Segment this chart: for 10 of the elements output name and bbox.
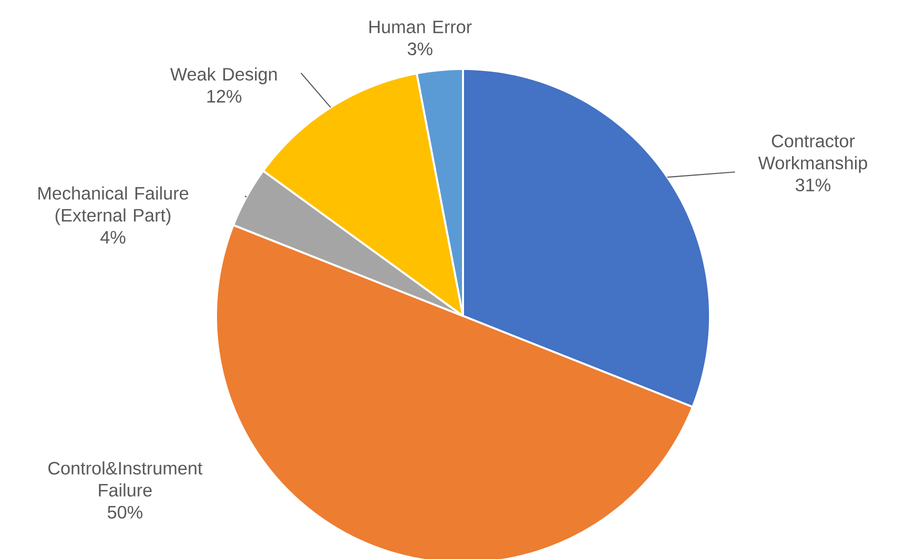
data-label: 12% — [207, 90, 242, 103]
slice-label: Contractor Workmanship — [758, 134, 868, 173]
data-label: 31% — [796, 178, 830, 192]
data-label: 3% — [408, 42, 432, 56]
slice-label: Human Error — [369, 20, 472, 34]
slice-label: Control&Instrument Failure — [48, 461, 202, 497]
slice-label: Mechanical Failure (External Part) — [38, 186, 188, 226]
data-label: 4% — [100, 230, 126, 244]
data-label: 50% — [108, 506, 142, 519]
slice-label: Weak Design — [170, 67, 277, 84]
